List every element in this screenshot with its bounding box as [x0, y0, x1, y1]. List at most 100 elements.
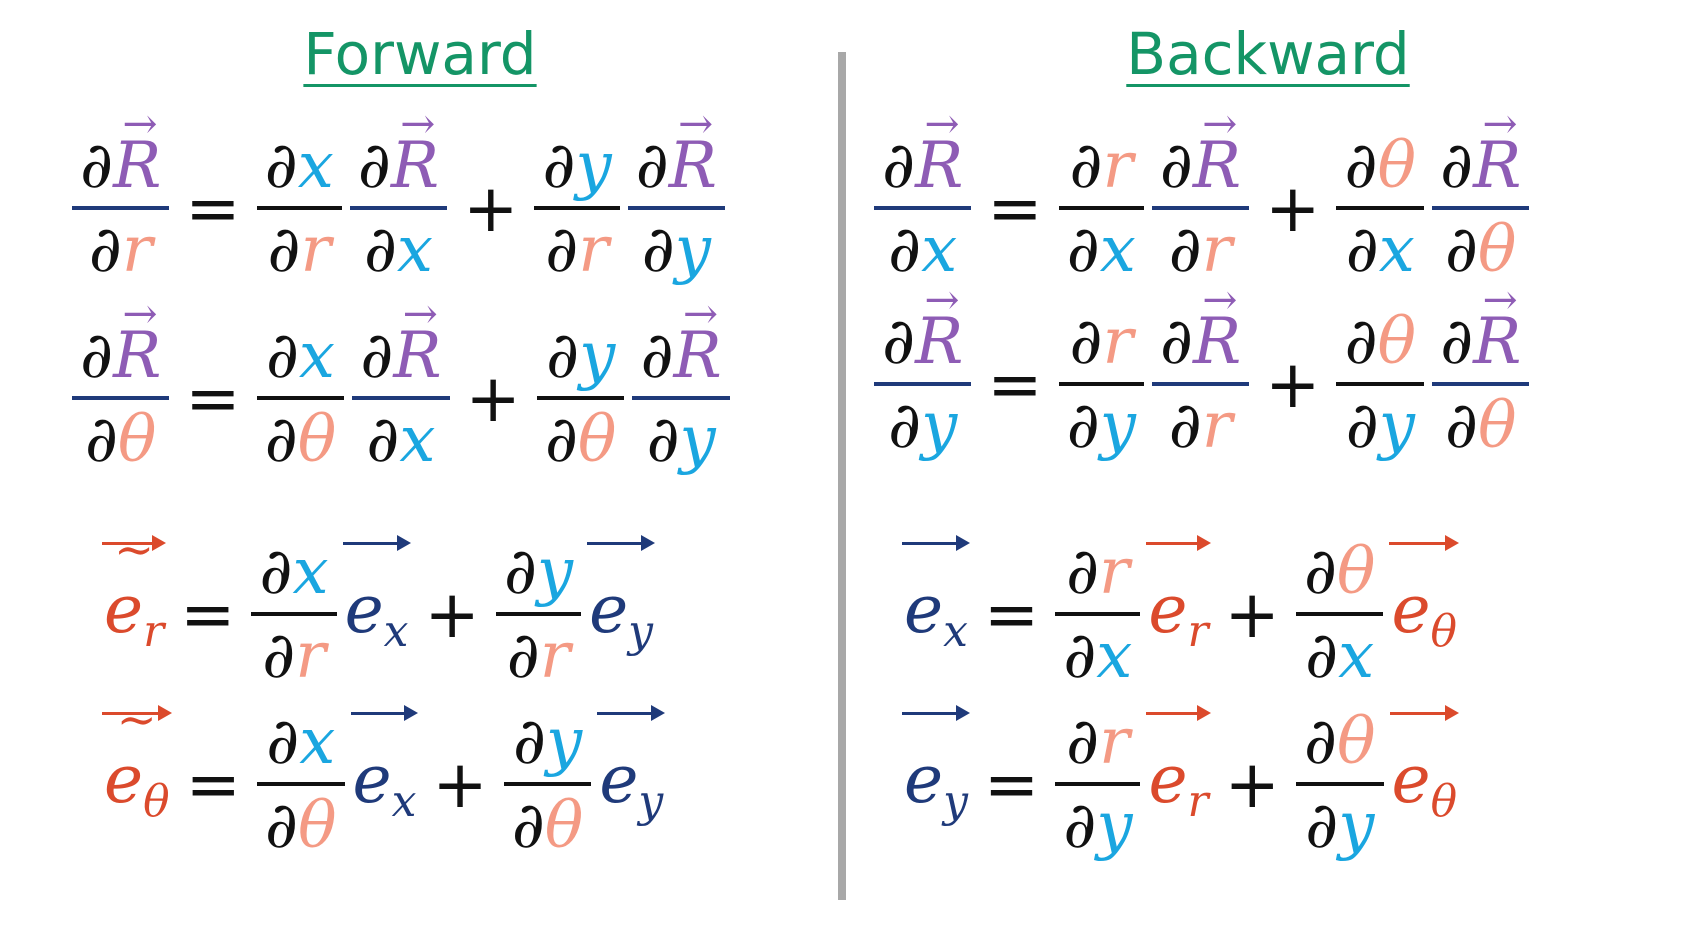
numerator: ∂R — [1432, 126, 1529, 206]
fraction: ∂r ∂y — [1058, 302, 1144, 466]
fraction: ∂x ∂r — [256, 126, 342, 290]
basis-vector-y: ey — [587, 535, 655, 658]
denominator: ∂r — [254, 616, 334, 696]
partial-symbol: ∂ — [1065, 535, 1100, 609]
fraction-bar — [503, 782, 592, 786]
partial-symbol: ∂ — [357, 129, 391, 203]
partial-symbol: ∂ — [1066, 705, 1100, 779]
fraction: ∂y ∂r — [495, 532, 582, 696]
denominator: ∂r — [1161, 210, 1241, 290]
basis-vector-y: ey — [597, 705, 666, 828]
numerator: ∂r — [1061, 302, 1141, 382]
var-x: x — [299, 705, 336, 779]
var-x: x — [292, 535, 329, 609]
numerator: ∂R — [352, 316, 449, 396]
var-theta: θ — [1377, 305, 1417, 379]
denominator: ∂y — [880, 386, 965, 466]
basis-vector-theta: ∼ eθ — [102, 692, 172, 828]
partial-symbol: ∂ — [1345, 213, 1379, 287]
basis-subscript: y — [628, 606, 653, 657]
equals-sign: = — [983, 745, 1040, 823]
partial-symbol: ∂ — [264, 789, 298, 863]
fraction-bar — [349, 206, 448, 210]
var-theta: θ — [297, 789, 337, 863]
fraction-bar — [72, 396, 170, 400]
numerator: ∂x — [251, 532, 336, 612]
var-x: x — [297, 129, 334, 203]
plus-sign: + — [424, 575, 480, 653]
denominator: ∂x — [1338, 210, 1423, 290]
partial-symbol: ∂ — [1063, 619, 1097, 693]
fraction: ∂θ ∂y — [1336, 302, 1425, 466]
fraction: ∂x ∂r — [251, 532, 337, 696]
fraction: ∂y ∂θ — [536, 316, 625, 480]
numerator: ∂y — [505, 702, 590, 782]
basis-vector-x: ex — [342, 535, 411, 658]
partial-symbol: ∂ — [512, 705, 546, 779]
fraction: ∂r ∂x — [1058, 126, 1144, 290]
vector-arrow — [1389, 705, 1460, 721]
equals-sign: = — [180, 575, 236, 653]
vector-R: R — [674, 316, 722, 396]
partial-symbol: ∂ — [546, 319, 580, 393]
fraction-bar — [1336, 206, 1424, 210]
equals-sign: = — [185, 169, 241, 247]
partial-symbol: ∂ — [1344, 129, 1378, 203]
numerator: ∂y — [534, 126, 619, 206]
partial-symbol: ∂ — [1345, 389, 1379, 463]
forward-heading: Forward — [303, 20, 537, 88]
var-theta: θ — [297, 403, 337, 477]
var-theta: θ — [1377, 129, 1416, 203]
fraction-bar — [534, 206, 620, 210]
vector-arrow — [902, 535, 970, 551]
partial-symbol: ∂ — [1066, 389, 1100, 463]
fraction-bar — [1295, 782, 1384, 786]
equals-sign: = — [185, 359, 241, 437]
denominator: ∂θ — [257, 400, 345, 480]
fraction-bar — [874, 382, 972, 386]
basis-subscript: x — [391, 776, 417, 827]
denominator: ∂x — [1055, 616, 1140, 696]
var-theta: θ — [544, 789, 584, 863]
plus-sign: + — [465, 359, 521, 437]
denominator: ∂θ — [537, 400, 625, 480]
partial-symbol: ∂ — [1440, 305, 1474, 379]
plus-sign: + — [1224, 745, 1280, 823]
vector-arrow — [1389, 535, 1459, 551]
var-x: x — [399, 403, 436, 477]
partial-symbol: ∂ — [1303, 535, 1337, 609]
vector-R: R — [1193, 302, 1241, 382]
fraction: ∂R ∂y — [627, 126, 725, 290]
forward-chain-equation: ∂R ∂r= ∂x ∂r ∂R ∂x+ ∂y ∂r ∂R ∂y — [68, 126, 729, 290]
vector-arrow — [1146, 705, 1211, 721]
backward-heading: Backward — [1126, 20, 1410, 88]
partial-symbol: ∂ — [1344, 305, 1378, 379]
vector-arrow — [102, 535, 167, 551]
fraction-bar — [256, 782, 345, 786]
var-r: r — [1102, 129, 1134, 203]
fraction: ∂y ∂r — [534, 126, 620, 290]
numerator: ∂R — [874, 126, 971, 206]
partial-symbol: ∂ — [640, 319, 674, 393]
denominator: ∂y — [1297, 786, 1382, 866]
tilde-mark: ∼ — [116, 692, 157, 748]
plus-sign: + — [463, 169, 519, 247]
fraction: ∂R ∂y — [632, 316, 730, 480]
denominator: ∂r — [537, 210, 617, 290]
basis-subscript: θ — [1430, 606, 1458, 657]
var-r: r — [295, 619, 326, 693]
numerator: ∂R — [72, 316, 169, 396]
partial-symbol: ∂ — [1159, 129, 1193, 203]
fraction: ∂θ ∂x — [1336, 126, 1424, 290]
fraction-bar — [72, 206, 170, 210]
var-r: r — [578, 213, 609, 287]
var-x: x — [1099, 213, 1136, 287]
numerator: ∂θ — [1336, 126, 1424, 206]
fraction-bar — [536, 396, 625, 400]
var-y: y — [1096, 789, 1133, 863]
partial-symbol: ∂ — [882, 129, 916, 203]
var-x: x — [1378, 213, 1415, 287]
partial-symbol: ∂ — [80, 129, 114, 203]
partial-symbol: ∂ — [1168, 213, 1202, 287]
partial-symbol: ∂ — [267, 213, 301, 287]
